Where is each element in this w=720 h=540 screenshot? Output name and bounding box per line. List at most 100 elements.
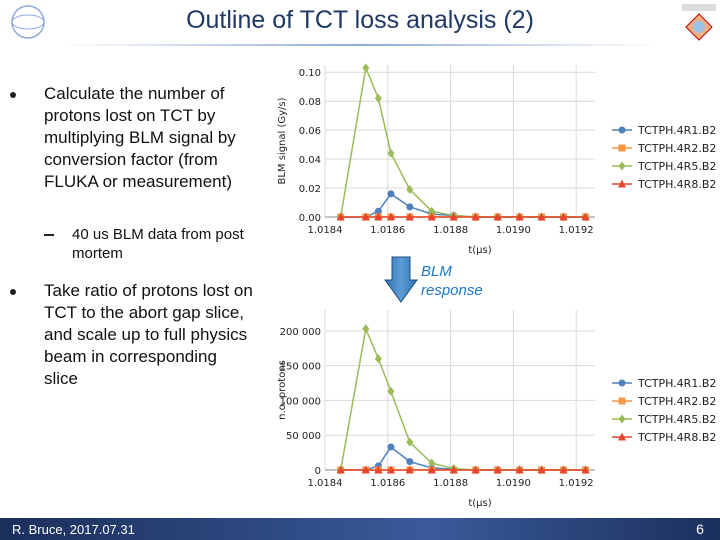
x-axis-label: t(μs) bbox=[468, 498, 491, 509]
data-point bbox=[427, 465, 436, 474]
data-point bbox=[405, 212, 414, 221]
data-point bbox=[559, 212, 568, 221]
data-point bbox=[374, 354, 382, 364]
legend-label: TCTPH.4R2.B2 bbox=[637, 395, 716, 408]
data-point bbox=[427, 212, 436, 221]
sub-bullet-text: 40 us BLM data from post mortem bbox=[72, 226, 244, 262]
data-point bbox=[374, 93, 382, 103]
legend-label: TCTPH.4R1.B2 bbox=[637, 124, 716, 137]
y-tick-label: 200 000 bbox=[280, 327, 321, 338]
y-tick-label: 0.02 bbox=[299, 184, 321, 195]
x-tick-label: 1.0184 bbox=[308, 478, 343, 489]
legend-label: TCTPH.4R2.B2 bbox=[637, 142, 716, 155]
charts: 0.00 0.02 0.04 0.06 0.08 0.10 1.0184 1.0186 1.01… bbox=[277, 63, 716, 509]
y-tick-label: 0.00 bbox=[299, 213, 321, 224]
x-tick-label: 1.0186 bbox=[370, 478, 405, 489]
y-axis-label: BLM signal (Gy/s) bbox=[277, 97, 288, 184]
x-tick-label: 1.0190 bbox=[496, 225, 531, 236]
data-point bbox=[428, 458, 436, 468]
y-tick-label: 150 000 bbox=[280, 362, 321, 373]
data-point bbox=[387, 386, 395, 396]
sub-bullet-dash bbox=[44, 234, 54, 236]
plot-area bbox=[325, 310, 595, 470]
legend-label: TCTPH.4R5.B2 bbox=[637, 413, 716, 426]
data-point bbox=[493, 465, 502, 474]
data-point bbox=[515, 212, 524, 221]
data-point bbox=[581, 212, 590, 221]
data-point bbox=[449, 465, 458, 474]
data-point bbox=[336, 465, 345, 474]
data-point bbox=[537, 212, 546, 221]
data-point bbox=[405, 465, 414, 474]
data-point bbox=[559, 465, 568, 474]
data-point bbox=[406, 458, 414, 466]
data-point bbox=[471, 465, 480, 474]
x-tick-label: 1.0188 bbox=[433, 225, 468, 236]
y-tick-label: 50 000 bbox=[286, 431, 321, 442]
x-axis-label: t(μs) bbox=[468, 245, 491, 256]
legend-marker bbox=[618, 179, 626, 188]
bullet-text: Calculate the number of protons lost on … bbox=[44, 84, 236, 191]
data-point bbox=[406, 437, 414, 447]
x-tick-label: 1.0190 bbox=[496, 478, 531, 489]
data-point bbox=[537, 465, 546, 474]
legend-marker bbox=[618, 379, 626, 387]
x-tick-label: 1.0184 bbox=[308, 225, 343, 236]
x-tick-label: 1.0188 bbox=[433, 478, 468, 489]
legend-label: TCTPH.4R8.B2 bbox=[637, 178, 716, 191]
arrow-label: BLM response bbox=[421, 263, 483, 299]
data-point bbox=[406, 203, 414, 211]
y-tick-label: 0.04 bbox=[299, 155, 321, 166]
data-point bbox=[581, 465, 590, 474]
legend-marker bbox=[618, 161, 626, 171]
data-point bbox=[387, 443, 395, 451]
y-tick-label: 0.10 bbox=[299, 68, 321, 79]
data-point bbox=[362, 324, 370, 334]
cern-logo bbox=[11, 5, 45, 39]
data-point bbox=[374, 207, 382, 215]
data-point bbox=[387, 190, 395, 198]
data-point bbox=[361, 465, 370, 474]
y-axis-label: n.o. protons bbox=[277, 360, 288, 420]
legend-marker bbox=[618, 144, 626, 152]
plot-area bbox=[325, 65, 595, 217]
y-tick-label: 100 000 bbox=[280, 396, 321, 407]
data-point bbox=[449, 212, 458, 221]
data-point bbox=[374, 465, 383, 474]
data-point bbox=[387, 148, 395, 158]
legend-marker bbox=[618, 432, 626, 441]
page-number: 6 bbox=[696, 521, 704, 537]
data-point bbox=[361, 212, 370, 221]
legend-label: TCTPH.4R8.B2 bbox=[637, 431, 716, 444]
bullet-dot bbox=[10, 92, 16, 98]
footer-bar bbox=[0, 518, 720, 540]
data-point bbox=[374, 212, 383, 221]
y-tick-label: 0.06 bbox=[299, 126, 321, 137]
data-point bbox=[336, 212, 345, 221]
footer-text: R. Bruce, 2017.07.31 bbox=[12, 522, 135, 537]
y-tick-label: 0.08 bbox=[299, 97, 321, 108]
data-point bbox=[362, 63, 370, 73]
legend-marker bbox=[618, 397, 626, 405]
data-point bbox=[386, 465, 395, 474]
data-point bbox=[515, 465, 524, 474]
data-point bbox=[493, 212, 502, 221]
legend-label: TCTPH.4R1.B2 bbox=[637, 377, 716, 390]
title-rule bbox=[60, 44, 660, 46]
x-tick-label: 1.0192 bbox=[559, 225, 594, 236]
data-point bbox=[386, 212, 395, 221]
data-point bbox=[428, 206, 436, 216]
bullet-text: Take ratio of protons lost on TCT to the… bbox=[44, 281, 253, 388]
down-arrow bbox=[384, 256, 418, 303]
x-tick-label: 1.0186 bbox=[370, 225, 405, 236]
y-tick-label: 0 bbox=[315, 466, 321, 477]
x-tick-label: 1.0192 bbox=[559, 478, 594, 489]
data-point bbox=[471, 212, 480, 221]
data-point bbox=[406, 184, 414, 194]
legend-marker bbox=[618, 126, 626, 134]
lhc-logo bbox=[682, 4, 716, 41]
bullet-dot bbox=[10, 289, 16, 295]
legend-marker bbox=[618, 414, 626, 424]
legend-label: TCTPH.4R5.B2 bbox=[637, 160, 716, 173]
